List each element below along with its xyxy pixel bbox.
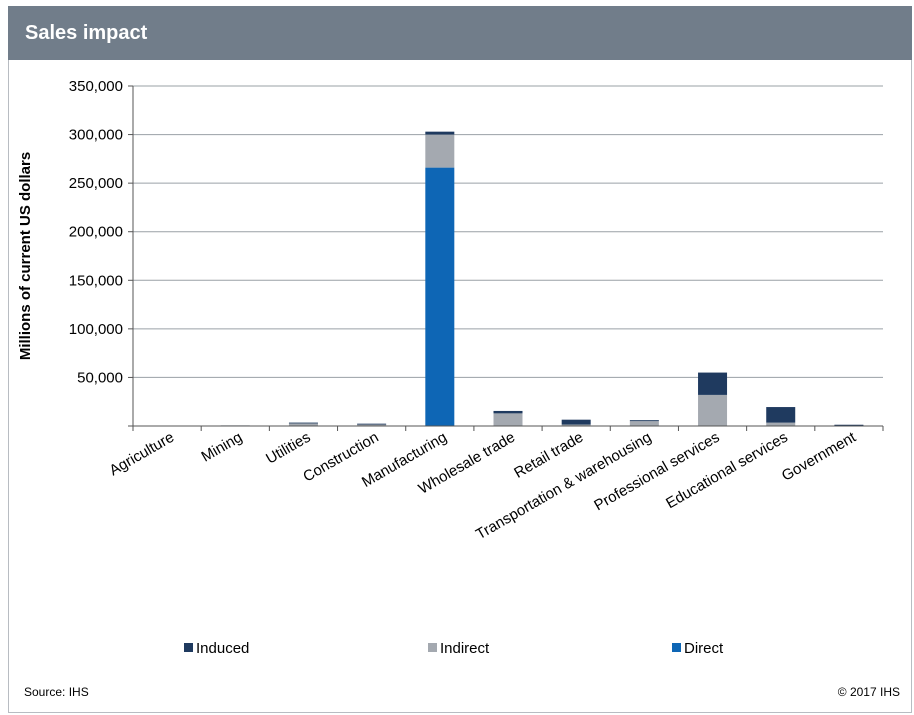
bar-induced xyxy=(834,424,864,426)
bars xyxy=(152,131,864,427)
chart-frame xyxy=(8,6,912,713)
x-tick-label: Mining xyxy=(199,429,246,466)
y-tick-label: 100,000 xyxy=(69,321,123,338)
x-tick-label: Utilities xyxy=(263,429,313,468)
grid-lines xyxy=(133,85,883,378)
legend-label-indirect: Indirect xyxy=(440,640,490,657)
y-axis-label: Millions of current US dollars xyxy=(17,152,34,360)
legend-label-induced: Induced xyxy=(196,640,249,657)
bar-induced xyxy=(493,410,523,414)
bar-induced xyxy=(425,131,455,135)
source-note: Source: IHS xyxy=(24,685,89,699)
bar-induced xyxy=(766,407,796,423)
x-tick-label: Agriculture xyxy=(106,429,177,480)
bar-induced xyxy=(629,420,659,422)
y-tick-label: 350,000 xyxy=(69,78,123,95)
legend-swatch-indirect xyxy=(428,643,437,652)
legend-swatch-induced xyxy=(184,643,193,652)
bar-indirect xyxy=(766,422,796,426)
title-bar: Sales impact xyxy=(8,6,912,60)
bar-induced xyxy=(561,419,591,425)
axes xyxy=(128,85,884,431)
bar-indirect xyxy=(425,134,455,168)
copyright-note: © 2017 IHS xyxy=(837,685,900,699)
legend: Induced Indirect Direct xyxy=(184,640,724,657)
x-tick-label: Government xyxy=(779,428,860,484)
y-tick-label: 300,000 xyxy=(69,127,123,144)
page-title: Sales impact xyxy=(25,22,148,44)
bar-indirect xyxy=(561,424,591,426)
bar-induced xyxy=(288,422,318,424)
bar-indirect xyxy=(698,394,728,426)
bar-indirect xyxy=(357,424,387,426)
legend-swatch-direct xyxy=(672,643,681,652)
bar-direct xyxy=(425,167,455,426)
bar-indirect xyxy=(493,413,523,426)
bar-induced xyxy=(698,372,728,395)
bar-indirect xyxy=(629,421,659,426)
y-tick-label: 200,000 xyxy=(69,224,123,241)
x-tick-label: Educational services xyxy=(663,429,791,513)
legend-label-direct: Direct xyxy=(684,640,724,657)
y-tick-label: 250,000 xyxy=(69,175,123,192)
bar-induced xyxy=(357,423,387,425)
bar-indirect xyxy=(288,423,318,426)
y-tick-label: 50,000 xyxy=(77,369,123,386)
y-tick-label: 150,000 xyxy=(69,272,123,289)
x-tick-label: Professional services xyxy=(591,429,722,515)
